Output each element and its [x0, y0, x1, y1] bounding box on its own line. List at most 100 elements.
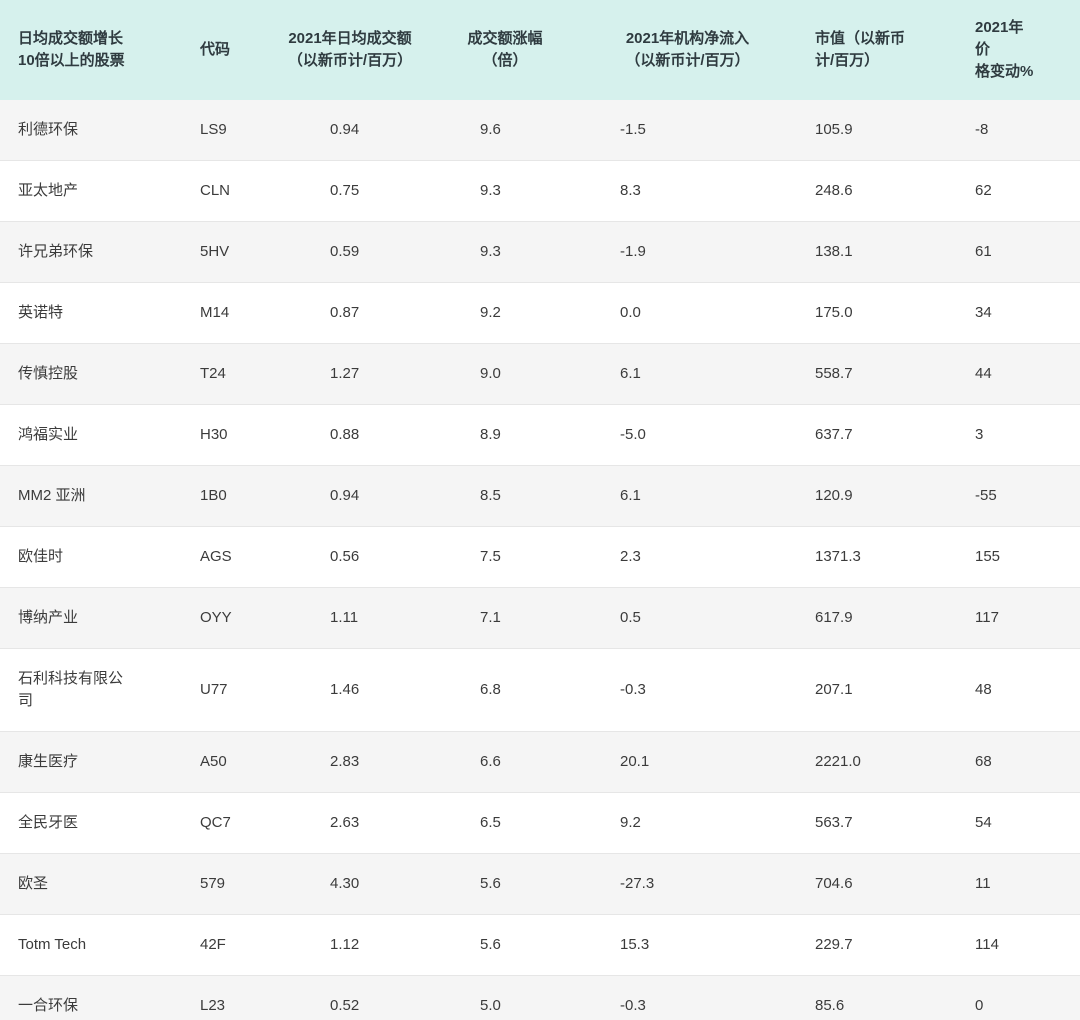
cell-name: 博纳产业 [0, 587, 185, 649]
cell-price_change: 54 [955, 792, 1080, 854]
table-row: 康生医疗 A50 2.83 6.6 20.1 2221.0 68 [0, 731, 1080, 793]
cell-turnover: 1.11 [270, 587, 430, 649]
cell-name: 一合环保 [0, 975, 185, 1020]
cell-market_cap: 563.7 [795, 792, 955, 854]
table-row: 传慎控股 T24 1.27 9.0 6.1 558.7 44 [0, 343, 1080, 405]
header-cell-code: 代码 [185, 0, 270, 100]
cell-market_cap: 248.6 [795, 160, 955, 222]
cell-market_cap: 2221.0 [795, 731, 955, 793]
header-label-line: 市值（以新币 [815, 30, 906, 47]
cell-turnover: 0.56 [270, 526, 430, 588]
table-row: 利德环保 LS9 0.94 9.6 -1.5 105.9 -8 [0, 100, 1080, 161]
cell-name: 欧佳时 [0, 526, 185, 588]
cell-growth: 9.0 [430, 343, 580, 405]
cell-market_cap: 617.9 [795, 587, 955, 649]
header-cell-name: 日均成交额增长 10倍以上的股票 [0, 0, 185, 100]
cell-name: 康生医疗 [0, 731, 185, 793]
cell-turnover: 2.83 [270, 731, 430, 793]
cell-market_cap: 207.1 [795, 648, 955, 732]
header-cell-inflow: 2021年机构净流入 （以新币计/百万） [580, 0, 795, 100]
cell-inflow: 9.2 [580, 792, 795, 854]
cell-growth: 9.3 [430, 221, 580, 283]
cell-price_change: 0 [955, 975, 1080, 1020]
table-header: 日均成交额增长 10倍以上的股票 代码 2021年日均成交额 （以新币计/百万） 成交额涨… [0, 0, 1080, 100]
cell-inflow: 0.5 [580, 587, 795, 649]
cell-code: 5HV [185, 221, 270, 283]
cell-turnover: 1.46 [270, 648, 430, 732]
table-row: 一合环保 L23 0.52 5.0 -0.3 85.6 0 [0, 975, 1080, 1020]
cell-name: 石利科技有限公司 [0, 648, 185, 732]
cell-market_cap: 1371.3 [795, 526, 955, 588]
cell-turnover: 0.52 [270, 975, 430, 1020]
header-cell-turnover: 2021年日均成交额 （以新币计/百万） [270, 0, 430, 100]
table-row: Totm Tech 42F 1.12 5.6 15.3 229.7 114 [0, 914, 1080, 976]
cell-growth: 9.6 [430, 100, 580, 161]
cell-market_cap: 138.1 [795, 221, 955, 283]
cell-growth: 6.5 [430, 792, 580, 854]
header-label-line: 成交额涨幅 [467, 30, 543, 47]
cell-market_cap: 704.6 [795, 853, 955, 915]
table-row: 石利科技有限公司 U77 1.46 6.8 -0.3 207.1 48 [0, 648, 1080, 732]
cell-price_change: 62 [955, 160, 1080, 222]
cell-growth: 9.2 [430, 282, 580, 344]
cell-code: 1B0 [185, 465, 270, 527]
cell-market_cap: 637.7 [795, 404, 955, 466]
cell-inflow: 20.1 [580, 731, 795, 793]
cell-turnover: 0.88 [270, 404, 430, 466]
header-label-line: 代码 [200, 41, 231, 58]
cell-price_change: -55 [955, 465, 1080, 527]
cell-code: A50 [185, 731, 270, 793]
cell-market_cap: 105.9 [795, 100, 955, 161]
header-label-line: 10倍以上的股票 [18, 52, 125, 69]
cell-price_change: 44 [955, 343, 1080, 405]
cell-name: 鸿福实业 [0, 404, 185, 466]
cell-inflow: 15.3 [580, 914, 795, 976]
cell-code: CLN [185, 160, 270, 222]
cell-inflow: -1.5 [580, 100, 795, 161]
cell-inflow: -0.3 [580, 648, 795, 732]
cell-name: 亚太地产 [0, 160, 185, 222]
cell-turnover: 2.63 [270, 792, 430, 854]
header-cell-market_cap: 市值（以新币 计/百万） [795, 0, 955, 100]
cell-name: 欧圣 [0, 853, 185, 915]
cell-code: OYY [185, 587, 270, 649]
header-label-line: 2021年价 [975, 19, 1024, 58]
cell-price_change: -8 [955, 100, 1080, 161]
cell-growth: 8.9 [430, 404, 580, 466]
cell-inflow: -27.3 [580, 853, 795, 915]
cell-growth: 7.1 [430, 587, 580, 649]
header-row: 日均成交额增长 10倍以上的股票 代码 2021年日均成交额 （以新币计/百万） 成交额涨… [0, 0, 1080, 100]
cell-growth: 6.6 [430, 731, 580, 793]
cell-name: 许兄弟环保 [0, 221, 185, 283]
cell-price_change: 48 [955, 648, 1080, 732]
cell-turnover: 1.27 [270, 343, 430, 405]
cell-inflow: 0.0 [580, 282, 795, 344]
cell-growth: 5.6 [430, 853, 580, 915]
cell-market_cap: 558.7 [795, 343, 955, 405]
cell-turnover: 0.87 [270, 282, 430, 344]
cell-code: H30 [185, 404, 270, 466]
cell-code: U77 [185, 648, 270, 732]
cell-market_cap: 175.0 [795, 282, 955, 344]
cell-code: T24 [185, 343, 270, 405]
cell-inflow: -1.9 [580, 221, 795, 283]
cell-name: 传慎控股 [0, 343, 185, 405]
cell-price_change: 3 [955, 404, 1080, 466]
cell-turnover: 0.75 [270, 160, 430, 222]
header-label-line: 计/百万） [815, 52, 880, 69]
cell-growth: 5.6 [430, 914, 580, 976]
cell-price_change: 68 [955, 731, 1080, 793]
table-row: 英诺特 M14 0.87 9.2 0.0 175.0 34 [0, 282, 1080, 344]
cell-inflow: 6.1 [580, 343, 795, 405]
table-row: 欧圣 579 4.30 5.6 -27.3 704.6 11 [0, 853, 1080, 915]
cell-price_change: 11 [955, 853, 1080, 915]
header-cell-price_change: 2021年价 格变动% [955, 0, 1080, 100]
cell-inflow: 6.1 [580, 465, 795, 527]
cell-code: QC7 [185, 792, 270, 854]
cell-code: LS9 [185, 100, 270, 161]
cell-name: 全民牙医 [0, 792, 185, 854]
cell-growth: 6.8 [430, 648, 580, 732]
cell-growth: 7.5 [430, 526, 580, 588]
